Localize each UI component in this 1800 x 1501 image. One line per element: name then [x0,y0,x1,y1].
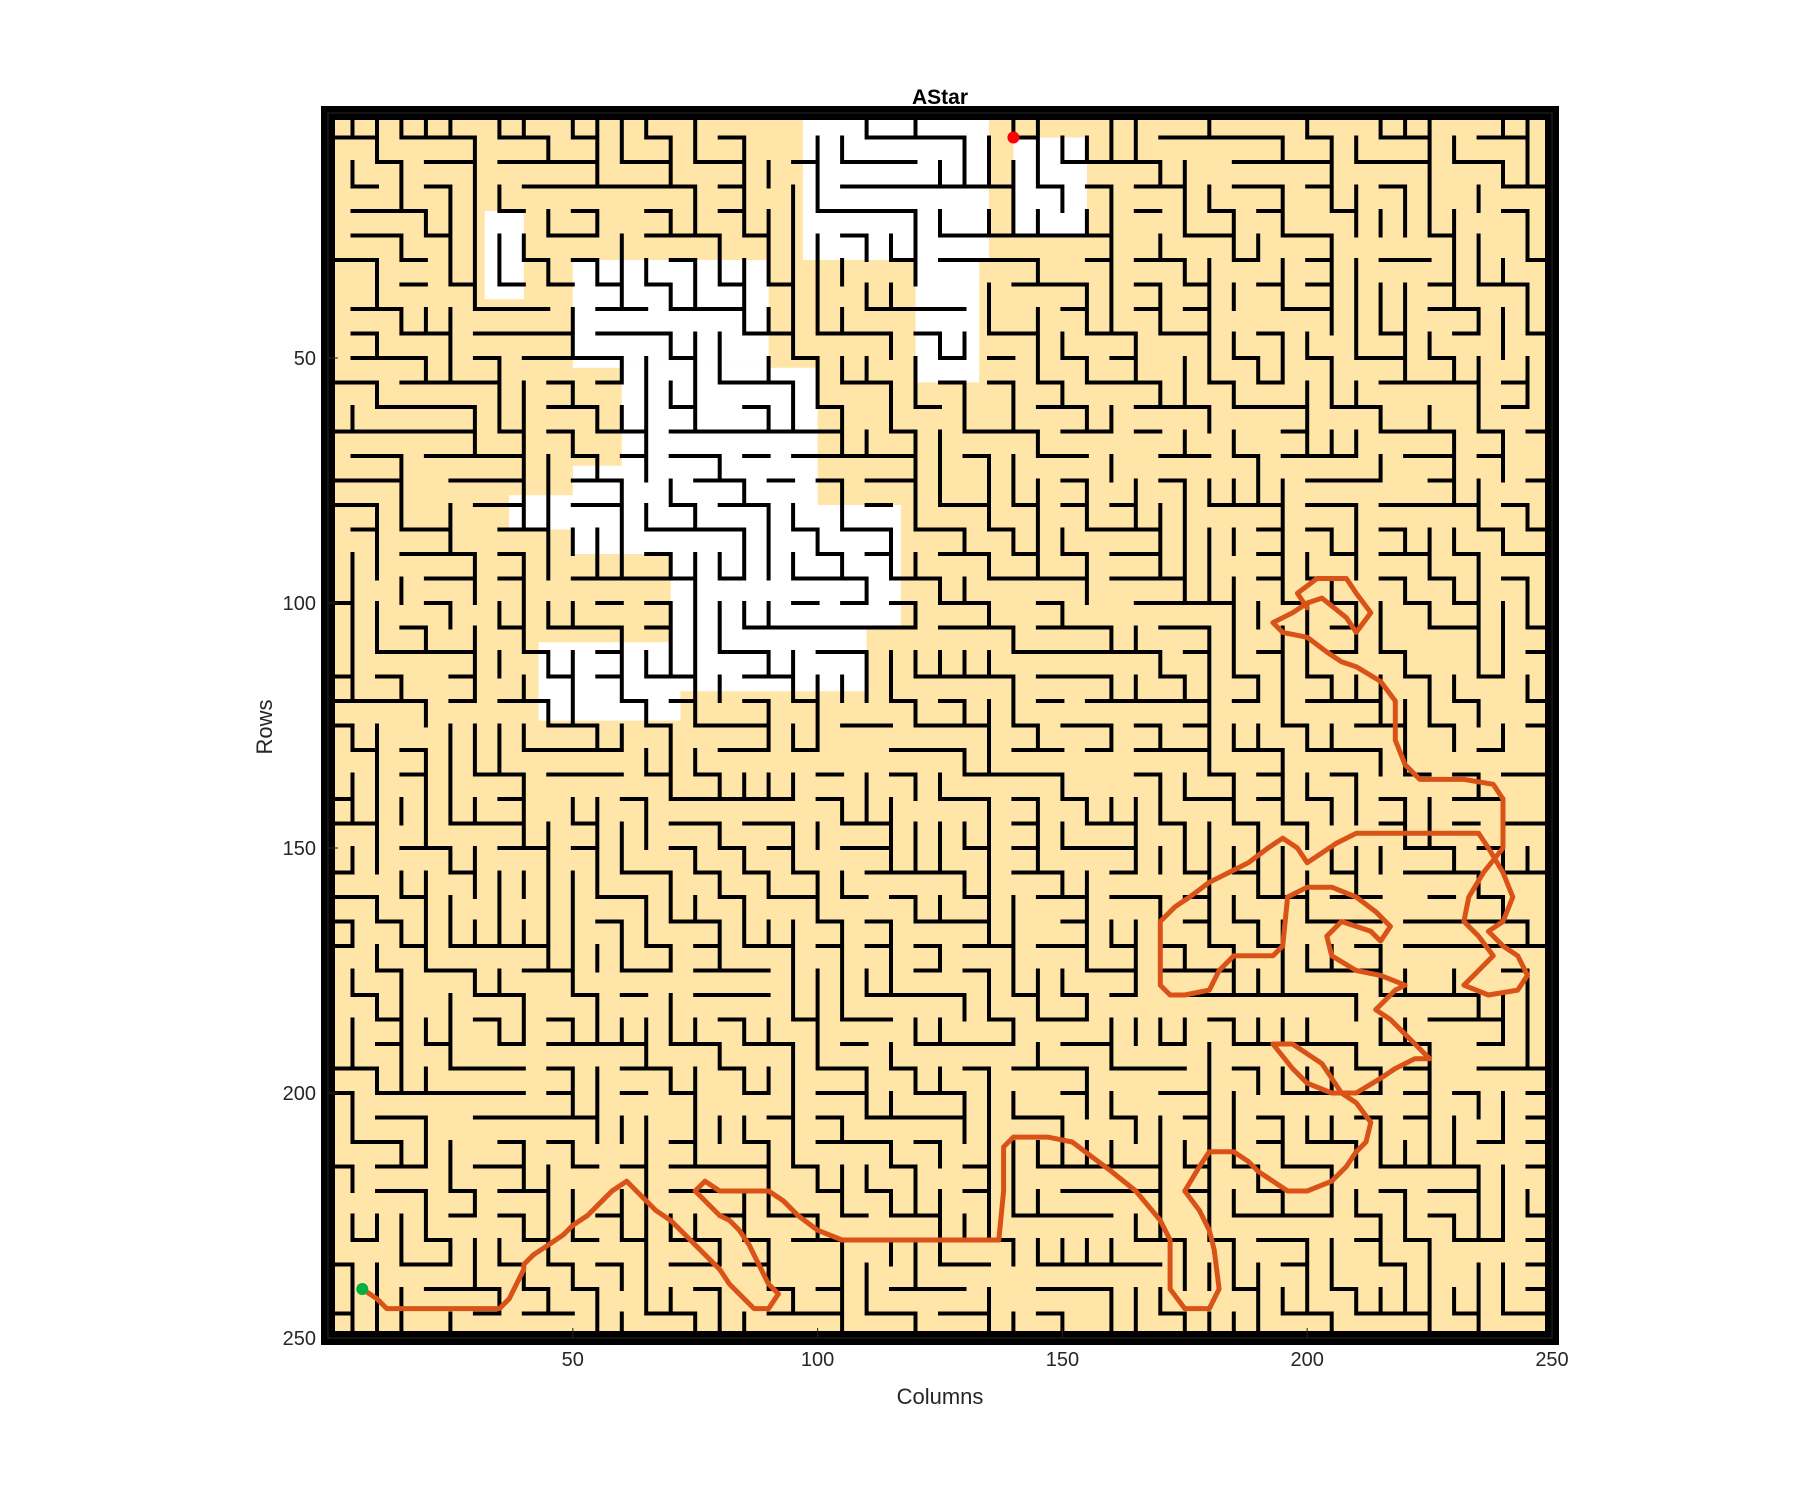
astar-path [359,576,1530,1312]
y-tick-label: 50 [294,348,316,370]
plot-area [321,106,1559,1345]
y-axis: 50 100 150 200 250 [283,348,338,1350]
goal-marker [1007,131,1020,144]
x-tick-label: 250 [1535,1349,1568,1371]
x-tick-label: 50 [562,1349,584,1371]
axes-box [327,112,1553,1339]
y-tick-label: 100 [283,593,316,615]
start-marker [356,1283,369,1295]
chart-title: AStar [912,86,968,109]
unexplored-region [538,642,681,721]
x-axis-label: Columns [897,1384,984,1409]
x-axis: 50 100 150 200 250 [562,1328,1569,1371]
y-tick-label: 200 [283,1083,316,1105]
x-tick-label: 100 [801,1349,834,1371]
y-axis-label: Rows [252,699,277,754]
y-tick-label: 250 [283,1328,316,1350]
unexplored-region [915,250,980,383]
y-tick-label: 150 [283,838,316,860]
x-tick-label: 150 [1046,1349,1079,1371]
x-tick-label: 200 [1291,1349,1324,1371]
